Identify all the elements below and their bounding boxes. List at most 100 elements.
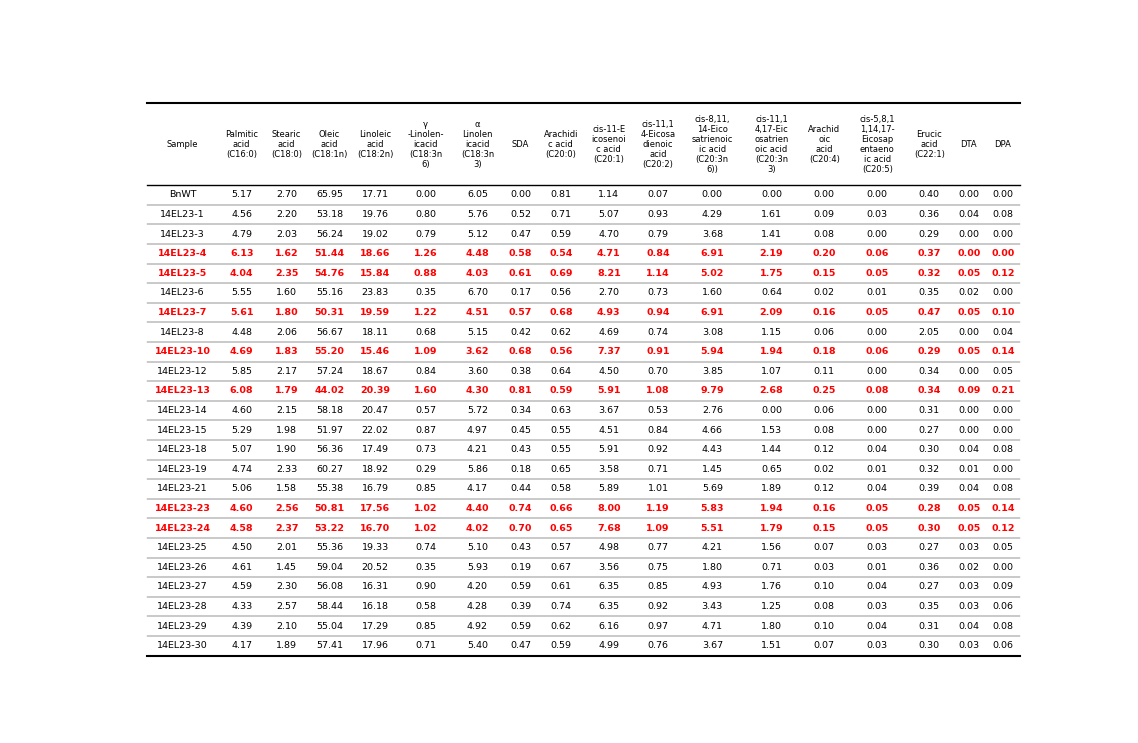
- Text: 6.91: 6.91: [701, 249, 724, 259]
- Text: 5.86: 5.86: [467, 465, 488, 474]
- Text: 22.02: 22.02: [362, 426, 389, 435]
- Text: 14EL23-27: 14EL23-27: [157, 583, 208, 591]
- Text: 14EL23-7: 14EL23-7: [158, 308, 207, 317]
- Text: 57.24: 57.24: [316, 367, 343, 376]
- Text: 0.06: 0.06: [814, 328, 835, 337]
- Text: 3.68: 3.68: [702, 230, 723, 239]
- Text: 14EL23-30: 14EL23-30: [157, 641, 208, 650]
- Text: 18.11: 18.11: [362, 328, 389, 337]
- Text: 0.65: 0.65: [550, 524, 572, 533]
- Text: 0.84: 0.84: [648, 426, 669, 435]
- Text: 14EL23-19: 14EL23-19: [157, 465, 208, 474]
- Text: 18.66: 18.66: [360, 249, 390, 259]
- Text: 0.36: 0.36: [918, 563, 940, 572]
- Text: 6.70: 6.70: [467, 288, 488, 297]
- Text: 0.19: 0.19: [510, 563, 531, 572]
- Text: Erucic
acid
(C22:1): Erucic acid (C22:1): [914, 130, 945, 159]
- Text: 0.54: 0.54: [550, 249, 572, 259]
- Text: BnWT: BnWT: [168, 190, 196, 199]
- Text: 14EL23-29: 14EL23-29: [157, 622, 208, 631]
- Text: 4.21: 4.21: [702, 543, 723, 552]
- Text: 0.61: 0.61: [509, 269, 533, 278]
- Text: 0.59: 0.59: [551, 230, 571, 239]
- Text: Linoleic
acid
(C18:2n): Linoleic acid (C18:2n): [357, 130, 394, 159]
- Text: 18.92: 18.92: [362, 465, 389, 474]
- Text: 0.29: 0.29: [917, 347, 941, 356]
- Text: 20.39: 20.39: [361, 386, 390, 395]
- Text: 5.61: 5.61: [230, 308, 254, 317]
- Text: 53.22: 53.22: [314, 524, 345, 533]
- Text: 0.81: 0.81: [551, 190, 571, 199]
- Text: 1.01: 1.01: [648, 484, 669, 493]
- Text: 0.55: 0.55: [551, 445, 571, 454]
- Text: 3.58: 3.58: [599, 465, 619, 474]
- Text: 0.75: 0.75: [648, 563, 669, 572]
- Text: 2.56: 2.56: [274, 504, 298, 513]
- Text: 0.03: 0.03: [867, 543, 888, 552]
- Text: 0.04: 0.04: [958, 622, 979, 631]
- Text: 55.04: 55.04: [316, 622, 343, 631]
- Text: 4.17: 4.17: [467, 484, 488, 493]
- Text: 0.08: 0.08: [992, 445, 1013, 454]
- Text: 0.59: 0.59: [510, 583, 531, 591]
- Text: 0.79: 0.79: [415, 230, 436, 239]
- Text: 0.00: 0.00: [867, 426, 888, 435]
- Text: 1.44: 1.44: [761, 445, 782, 454]
- Text: 23.83: 23.83: [362, 288, 389, 297]
- Text: 0.21: 0.21: [991, 386, 1014, 395]
- Text: 0.90: 0.90: [415, 583, 436, 591]
- Text: 4.56: 4.56: [231, 210, 253, 219]
- Text: 4.17: 4.17: [231, 641, 253, 650]
- Text: 0.07: 0.07: [814, 543, 835, 552]
- Text: 1.09: 1.09: [414, 347, 437, 356]
- Text: 16.70: 16.70: [361, 524, 390, 533]
- Text: 0.63: 0.63: [551, 406, 571, 415]
- Text: Palmitic
acid
(C16:0): Palmitic acid (C16:0): [225, 130, 258, 159]
- Text: 16.79: 16.79: [362, 484, 389, 493]
- Text: 51.44: 51.44: [314, 249, 345, 259]
- Text: 19.76: 19.76: [362, 210, 389, 219]
- Text: 0.28: 0.28: [917, 504, 941, 513]
- Text: 4.40: 4.40: [465, 504, 489, 513]
- Text: 5.10: 5.10: [467, 543, 488, 552]
- Text: 0.02: 0.02: [958, 563, 979, 572]
- Text: 2.35: 2.35: [274, 269, 298, 278]
- Text: 20.52: 20.52: [362, 563, 389, 572]
- Text: 0.00: 0.00: [867, 190, 888, 199]
- Text: 0.05: 0.05: [957, 347, 980, 356]
- Text: 1.83: 1.83: [274, 347, 298, 356]
- Text: 4.71: 4.71: [597, 249, 620, 259]
- Text: 0.39: 0.39: [918, 484, 940, 493]
- Text: 0.06: 0.06: [866, 249, 889, 259]
- Text: 0.03: 0.03: [958, 602, 980, 611]
- Text: 20.47: 20.47: [362, 406, 389, 415]
- Text: 0.42: 0.42: [510, 328, 531, 337]
- Text: 1.89: 1.89: [277, 641, 297, 650]
- Text: 14EL23-6: 14EL23-6: [160, 288, 205, 297]
- Text: 0.65: 0.65: [551, 465, 571, 474]
- Text: 0.00: 0.00: [761, 406, 782, 415]
- Text: 1.14: 1.14: [599, 190, 619, 199]
- Text: 5.85: 5.85: [231, 367, 253, 376]
- Text: 4.59: 4.59: [231, 583, 253, 591]
- Text: 0.05: 0.05: [866, 308, 889, 317]
- Text: 3.85: 3.85: [702, 367, 723, 376]
- Text: 0.05: 0.05: [957, 308, 980, 317]
- Text: 4.28: 4.28: [467, 602, 488, 611]
- Text: 0.12: 0.12: [814, 484, 835, 493]
- Text: 4.50: 4.50: [231, 543, 253, 552]
- Text: 0.62: 0.62: [551, 328, 571, 337]
- Text: 7.37: 7.37: [597, 347, 620, 356]
- Text: 0.01: 0.01: [867, 563, 888, 572]
- Text: 0.00: 0.00: [510, 190, 531, 199]
- Text: 0.30: 0.30: [917, 524, 941, 533]
- Text: 0.35: 0.35: [415, 563, 436, 572]
- Text: 0.43: 0.43: [510, 445, 531, 454]
- Text: 4.33: 4.33: [231, 602, 253, 611]
- Text: 14EL23-25: 14EL23-25: [157, 543, 208, 552]
- Text: 0.16: 0.16: [813, 308, 836, 317]
- Text: 0.27: 0.27: [918, 426, 940, 435]
- Text: 4.51: 4.51: [599, 426, 619, 435]
- Text: 0.37: 0.37: [917, 249, 941, 259]
- Text: 0.92: 0.92: [648, 602, 669, 611]
